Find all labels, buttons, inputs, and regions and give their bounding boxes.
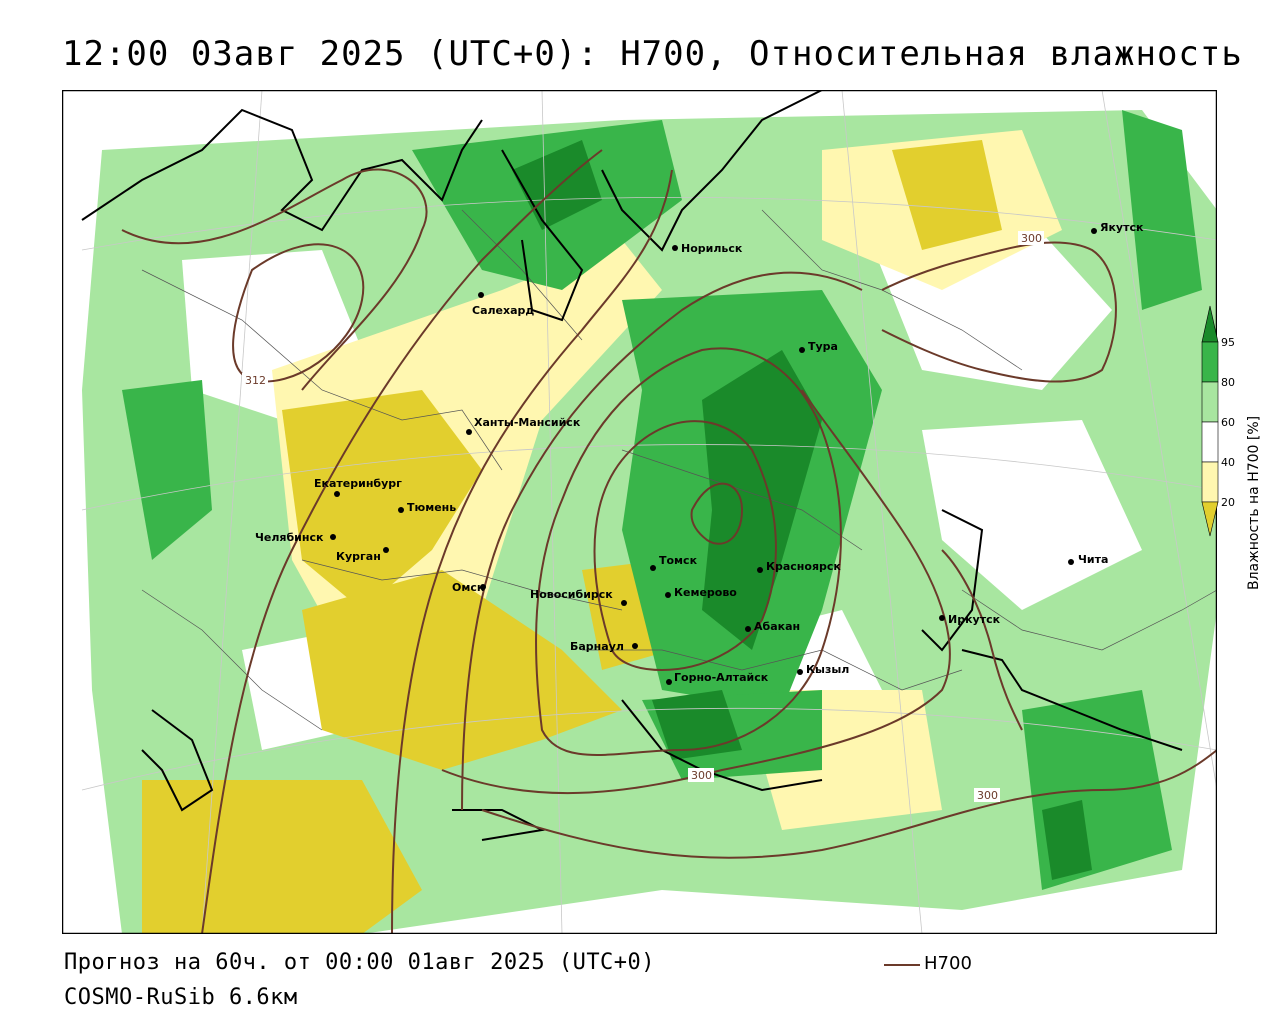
city-label: Кемерово	[674, 586, 737, 599]
city-label: Якутск	[1100, 221, 1144, 234]
wet-area	[122, 380, 212, 560]
city-label: Екатеринбург	[314, 477, 402, 490]
city-label: Салехард	[472, 304, 534, 317]
h700-legend-line	[884, 964, 920, 966]
city-label: Иркутск	[948, 613, 1001, 626]
city-label: Ханты-Мансийск	[474, 416, 581, 429]
colorbar-tick: 20	[1221, 496, 1235, 509]
map-frame	[62, 90, 1217, 934]
colorbar-label: Влажность на H700 [%]	[1246, 416, 1262, 590]
h700-contours	[121, 149, 1217, 934]
city-label: Курган	[336, 550, 381, 563]
contour-label-300-south: 300	[691, 769, 712, 782]
city-label: Томск	[659, 554, 698, 567]
humidity-colorbar: 95 80 60 40 20 Влажность на H700 [%]	[1201, 305, 1262, 590]
contour-labels: 312 300 300 300	[242, 231, 1044, 802]
city-label: Омск	[452, 581, 485, 594]
colorbar-tick: 40	[1221, 456, 1235, 469]
region-borders	[141, 209, 1217, 731]
city-label: Чита	[1078, 553, 1108, 566]
very-dry-area	[302, 570, 622, 770]
very-wet-area	[652, 690, 742, 760]
very-dry-area	[282, 390, 482, 610]
city-label: Кызыл	[806, 663, 849, 676]
very-wet-area	[1042, 800, 1092, 880]
colorbar-tick: 60	[1221, 416, 1235, 429]
wet-area	[1122, 110, 1202, 310]
forecast-info: Прогноз на 60ч. от 00:00 01авг 2025 (UTC…	[64, 950, 656, 975]
h700-legend-label: H700	[924, 953, 972, 974]
city-label: Новосибирск	[530, 588, 613, 601]
city-label: Абакан	[754, 620, 800, 633]
colorbar-tick: 95	[1221, 336, 1235, 349]
contour-label-300-east: 300	[977, 789, 998, 802]
city-label: Норильск	[681, 242, 743, 255]
model-name: COSMO-RuSib 6.6км	[64, 985, 298, 1010]
city-label: Тура	[808, 340, 838, 353]
city-label: Барнаул	[570, 640, 624, 653]
contour-label-300-north: 300	[1021, 232, 1042, 245]
very-dry-area	[142, 780, 422, 934]
colorbar-tick: 80	[1221, 376, 1235, 389]
very-dry-area	[892, 140, 1002, 250]
page-title: 12:00 03авг 2025 (UTC+0): H700, Относите…	[62, 34, 1243, 74]
city-label: Тюмень	[407, 501, 456, 514]
city-label: Красноярск	[766, 560, 841, 573]
city-markers: Норильск Якутск Салехард Тура Ханты-Манс…	[255, 221, 1144, 685]
contour-label-312: 312	[245, 374, 266, 387]
humidity-map: 312 300 300 300 Норильск Якутск Салехард…	[62, 90, 1217, 934]
very-wet-area	[702, 350, 822, 650]
city-label: Челябинск	[255, 531, 324, 544]
city-label: Горно-Алтайск	[674, 671, 769, 684]
